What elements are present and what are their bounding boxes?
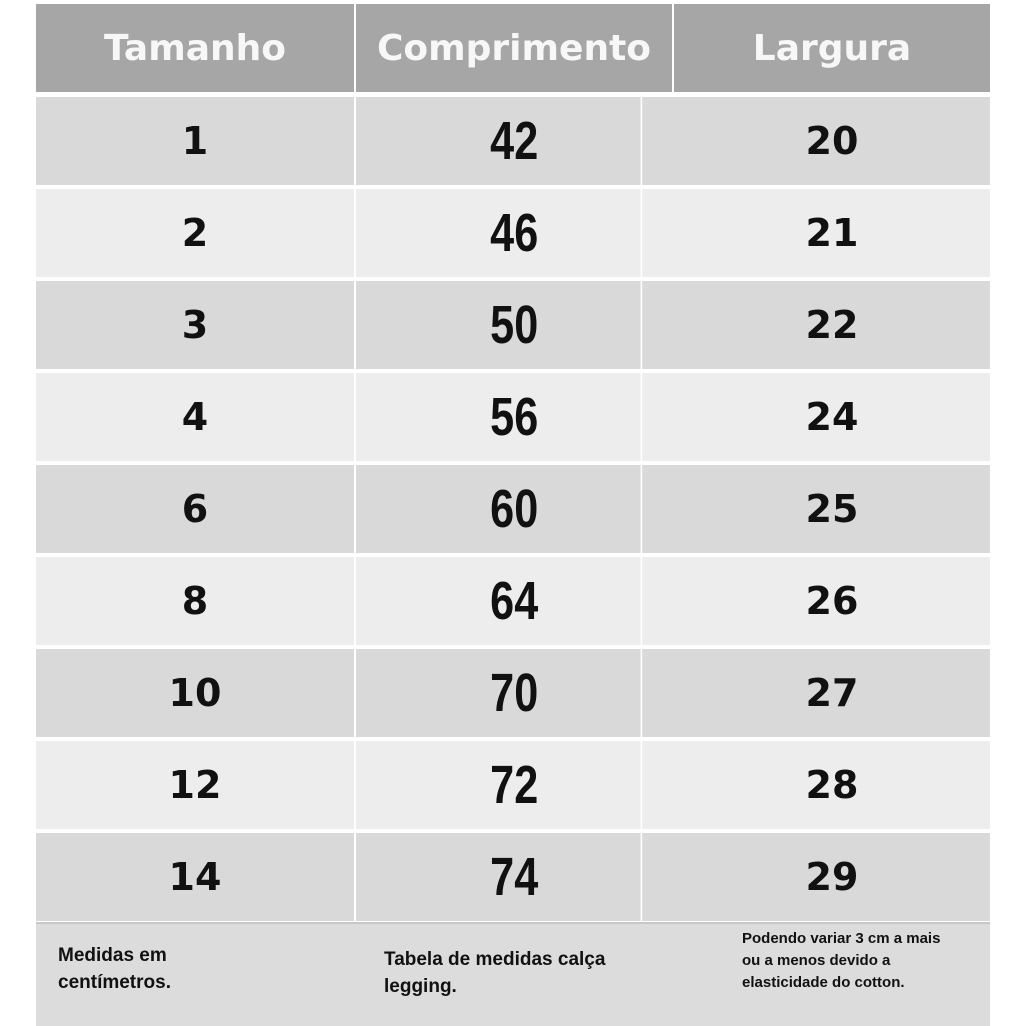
table-row: 8 64 26 xyxy=(36,557,990,645)
cell-width: 20 xyxy=(805,119,859,163)
cell-length: 56 xyxy=(388,373,643,461)
table-row: 2 46 21 xyxy=(36,189,990,277)
cell-size: 3 xyxy=(36,281,356,369)
table-row: 6 60 25 xyxy=(36,465,990,553)
table-row: 14 74 29 xyxy=(36,833,990,921)
cell-width: 21 xyxy=(805,211,859,255)
cell-length: 64 xyxy=(388,557,643,645)
table-row: 3 50 22 xyxy=(36,281,990,369)
cell-length: 72 xyxy=(388,741,643,829)
header-width: Largura xyxy=(752,27,912,69)
cell-width: 25 xyxy=(805,487,859,531)
table-row: 12 72 28 xyxy=(36,741,990,829)
cell-length: 46 xyxy=(388,189,643,277)
cell-width: 29 xyxy=(805,855,859,899)
variation-note: Podendo variar 3 cm a mais ou a menos de… xyxy=(742,930,941,991)
cell-width: 28 xyxy=(805,763,859,807)
cell-size: 8 xyxy=(36,557,356,645)
cell-length: 60 xyxy=(388,465,643,553)
table-header: Tamanho Comprimento Largura xyxy=(36,4,990,92)
table-row: 10 70 27 xyxy=(36,649,990,737)
cell-size: 14 xyxy=(36,833,356,921)
header-length: Comprimento xyxy=(356,4,674,92)
cell-size: 12 xyxy=(36,741,356,829)
cell-length: 70 xyxy=(388,649,643,737)
cell-size: 6 xyxy=(36,465,356,553)
table-row: 4 56 24 xyxy=(36,373,990,461)
cell-width: 26 xyxy=(805,579,859,623)
footer-notes: Medidas em centímetros. Tabela de medida… xyxy=(36,922,990,1026)
header-size: Tamanho xyxy=(36,4,356,92)
cell-size: 1 xyxy=(36,97,356,185)
cell-width: 22 xyxy=(805,303,859,347)
cell-width: 24 xyxy=(805,395,859,439)
units-note: Medidas em centímetros. xyxy=(58,945,171,993)
table-row: 1 42 20 xyxy=(36,97,990,185)
cell-width: 27 xyxy=(805,671,859,715)
cell-length: 74 xyxy=(388,833,643,921)
title-note: Tabela de medidas calça legging. xyxy=(384,949,606,997)
cell-length: 50 xyxy=(388,281,643,369)
cell-length: 42 xyxy=(388,97,643,185)
cell-size: 4 xyxy=(36,373,356,461)
size-table: Tamanho Comprimento Largura 1 42 20 2 46 21 3 5… xyxy=(36,4,990,925)
cell-size: 2 xyxy=(36,189,356,277)
cell-size: 10 xyxy=(36,649,356,737)
